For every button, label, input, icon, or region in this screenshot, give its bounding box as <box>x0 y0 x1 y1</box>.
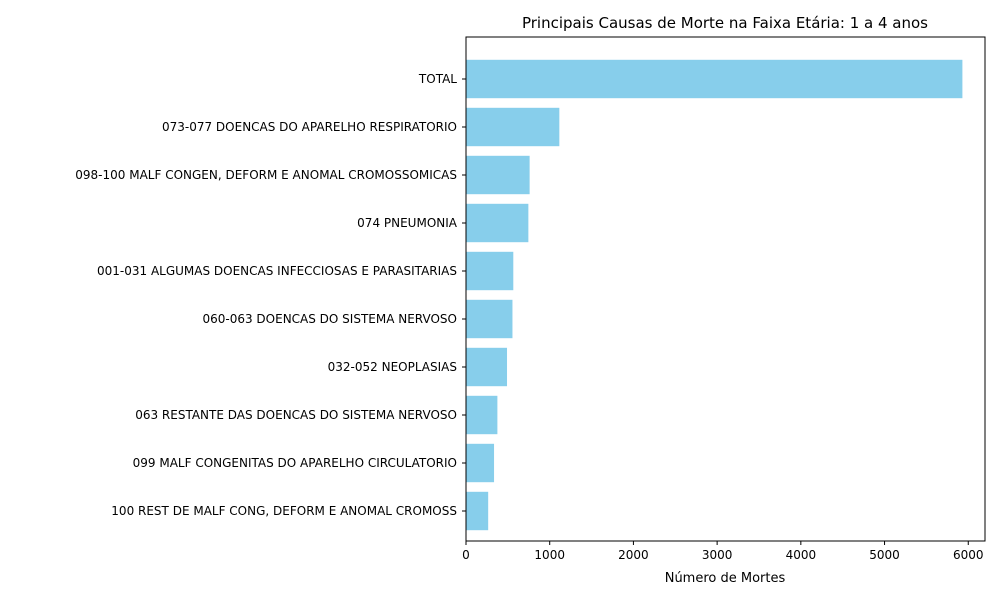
x-tick-label: 3000 <box>702 548 733 562</box>
bar <box>466 443 495 483</box>
bars-group <box>466 59 963 531</box>
plot-frame <box>465 36 986 542</box>
y-tick-label: 063 RESTANTE DAS DOENCAS DO SISTEMA NERV… <box>135 408 457 422</box>
chart-title: Principais Causas de Morte na Faixa Etár… <box>522 14 928 32</box>
bar <box>466 299 513 339</box>
y-tick-label: 100 REST DE MALF CONG, DEFORM E ANOMAL C… <box>111 504 457 518</box>
bar <box>466 395 498 435</box>
bar <box>466 107 560 147</box>
x-tick-label: 0 <box>462 548 470 562</box>
y-tick-label: 099 MALF CONGENITAS DO APARELHO CIRCULAT… <box>133 456 457 470</box>
x-tick-label: 5000 <box>869 548 900 562</box>
y-tick-label: 032-052 NEOPLASIAS <box>328 360 457 374</box>
y-tick-label: 074 PNEUMONIA <box>357 216 458 230</box>
y-ticks-group: TOTAL 073-077 DOENCAS DO APARELHO RESPIRA… <box>75 72 466 518</box>
y-tick-label: 060-063 DOENCAS DO SISTEMA NERVOSO <box>202 312 457 326</box>
y-tick-label: TOTAL <box>418 72 457 86</box>
x-ticks-group: 0 1000 2000 3000 4000 5000 6000 <box>462 541 984 562</box>
bar <box>466 491 489 531</box>
x-tick-label: 2000 <box>618 548 649 562</box>
y-tick-label: 073-077 DOENCAS DO APARELHO RESPIRATORIO <box>162 120 457 134</box>
x-tick-label: 4000 <box>786 548 817 562</box>
y-tick-label: 098-100 MALF CONGEN, DEFORM E ANOMAL CRO… <box>75 168 457 182</box>
bar <box>466 203 529 243</box>
x-axis-label: Número de Mortes <box>665 571 786 586</box>
x-tick-label: 6000 <box>953 548 984 562</box>
bar <box>466 155 530 195</box>
bar <box>466 347 508 387</box>
bar <box>466 251 514 291</box>
bar <box>466 59 963 99</box>
x-tick-label: 1000 <box>534 548 565 562</box>
y-tick-label: 001-031 ALGUMAS DOENCAS INFECCIOSAS E PA… <box>97 264 457 278</box>
